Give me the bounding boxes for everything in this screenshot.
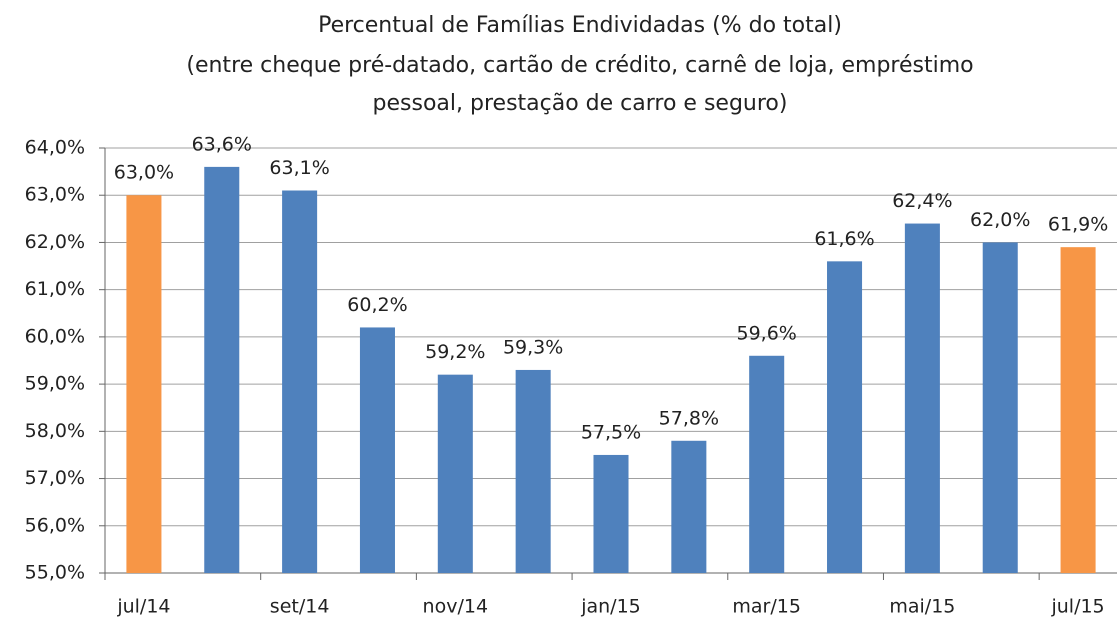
- bar: [359, 327, 395, 573]
- y-tick-label: 62,0%: [25, 231, 85, 253]
- y-tick-label: 59,0%: [25, 373, 85, 395]
- bar: [204, 166, 240, 573]
- bar: [827, 261, 863, 573]
- data-label: 59,6%: [737, 322, 797, 344]
- bar: [282, 190, 318, 573]
- y-tick-label: 56,0%: [25, 514, 85, 536]
- x-tick-label: jul/15: [1050, 596, 1104, 618]
- y-tick-label: 57,0%: [25, 467, 85, 489]
- data-label: 57,5%: [581, 421, 641, 443]
- data-label: 63,6%: [192, 133, 252, 155]
- y-tick-label: 55,0%: [25, 562, 85, 584]
- x-tick-label: nov/14: [423, 596, 489, 618]
- data-label: 61,6%: [814, 228, 874, 250]
- bar: [1060, 247, 1096, 573]
- bar: [671, 440, 707, 573]
- x-tick-label: mai/15: [889, 596, 955, 618]
- bar: [904, 223, 940, 574]
- bar: [126, 195, 162, 573]
- data-label: 60,2%: [347, 294, 407, 316]
- data-label: 61,9%: [1048, 214, 1108, 236]
- chart-title: Percentual de Famílias Endividadas (% do…: [318, 13, 842, 38]
- data-label: 59,3%: [503, 336, 563, 358]
- y-tick-label: 61,0%: [25, 278, 85, 300]
- data-label: 62,0%: [970, 209, 1030, 231]
- chart-subtitle: (entre cheque pré-datado, cartão de créd…: [186, 53, 973, 78]
- data-label: 62,4%: [892, 190, 952, 212]
- y-tick-label: 63,0%: [25, 184, 85, 206]
- y-tick-label: 60,0%: [25, 325, 85, 347]
- x-tick-label: jan/15: [580, 596, 641, 618]
- bar: [982, 242, 1018, 573]
- bar: [593, 454, 629, 573]
- bar: [437, 374, 473, 573]
- bar: [749, 355, 785, 573]
- chart-subtitle: pessoal, prestação de carro e seguro): [373, 91, 788, 116]
- data-label: 63,0%: [114, 162, 174, 184]
- x-tick-label: jul/14: [116, 596, 170, 618]
- data-label: 59,2%: [425, 341, 485, 363]
- data-label: 63,1%: [269, 157, 329, 179]
- y-tick-label: 58,0%: [25, 420, 85, 442]
- x-tick-label: set/14: [270, 596, 330, 618]
- bar: [515, 369, 551, 573]
- y-tick-label: 64,0%: [25, 137, 85, 159]
- data-label: 57,8%: [659, 407, 719, 429]
- x-tick-label: mar/15: [732, 596, 801, 618]
